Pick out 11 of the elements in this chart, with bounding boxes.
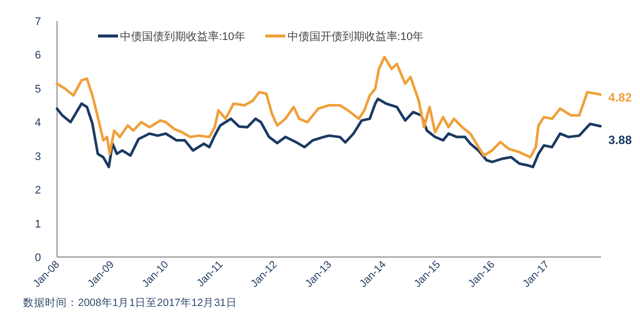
ytick: 1 <box>34 218 41 230</box>
ytick: 7 <box>34 16 41 28</box>
ytick: 2 <box>34 184 41 197</box>
ytick: 4 <box>34 117 41 130</box>
annotation: 数据时间：2008年1月1日至2017年12月31日 <box>23 297 237 309</box>
value-label: 3.88 <box>608 133 632 148</box>
ytick: 6 <box>34 50 41 62</box>
ytick: 5 <box>34 83 41 96</box>
ytick: 0 <box>34 252 41 264</box>
value-label: 4.82 <box>608 90 632 104</box>
ytick: 3 <box>34 150 41 163</box>
